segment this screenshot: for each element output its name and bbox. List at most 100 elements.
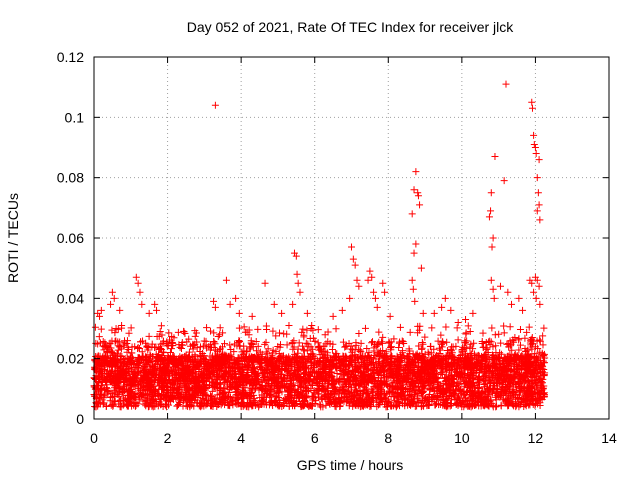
data-point bbox=[123, 348, 131, 356]
data-point bbox=[133, 371, 141, 379]
data-point bbox=[385, 338, 393, 346]
data-point bbox=[119, 388, 127, 396]
data-point bbox=[390, 335, 398, 343]
data-point bbox=[404, 365, 412, 373]
data-point bbox=[458, 403, 466, 411]
data-point bbox=[127, 324, 135, 332]
data-point bbox=[163, 368, 171, 376]
data-point bbox=[132, 389, 140, 397]
data-point bbox=[269, 374, 277, 382]
data-point bbox=[525, 401, 533, 409]
data-point bbox=[230, 348, 238, 356]
data-point bbox=[352, 339, 360, 347]
data-point bbox=[336, 402, 344, 410]
data-point bbox=[191, 340, 199, 348]
data-point bbox=[165, 329, 173, 337]
data-point bbox=[361, 324, 369, 332]
data-point bbox=[528, 380, 536, 388]
data-point bbox=[183, 338, 191, 346]
data-point bbox=[234, 364, 242, 372]
data-point bbox=[518, 362, 526, 370]
data-point bbox=[347, 357, 355, 365]
data-point bbox=[442, 323, 450, 331]
data-point bbox=[200, 337, 208, 345]
data-point bbox=[489, 343, 497, 351]
data-point bbox=[159, 339, 167, 347]
data-point bbox=[199, 396, 207, 404]
data-point bbox=[382, 368, 390, 376]
data-point bbox=[186, 374, 194, 382]
data-point bbox=[367, 372, 375, 380]
data-point bbox=[262, 348, 270, 356]
data-point bbox=[299, 325, 307, 333]
data-point bbox=[414, 389, 422, 397]
data-point bbox=[399, 378, 407, 386]
data-point bbox=[495, 330, 503, 338]
data-point bbox=[345, 402, 353, 410]
data-point bbox=[309, 334, 317, 342]
data-point bbox=[152, 360, 160, 368]
data-point bbox=[506, 342, 514, 350]
data-point bbox=[112, 337, 120, 345]
data-point bbox=[252, 347, 260, 355]
data-point bbox=[419, 340, 427, 348]
data-point bbox=[145, 373, 153, 381]
data-point bbox=[263, 326, 271, 334]
data-point bbox=[245, 362, 253, 370]
data-point bbox=[395, 344, 403, 352]
data-point bbox=[134, 344, 142, 352]
data-points bbox=[90, 80, 549, 411]
data-point bbox=[467, 340, 475, 348]
data-point bbox=[444, 394, 452, 402]
data-point bbox=[97, 325, 105, 333]
data-point bbox=[283, 378, 291, 386]
data-point bbox=[319, 365, 327, 373]
data-point bbox=[489, 403, 497, 411]
data-point bbox=[217, 366, 225, 374]
data-point bbox=[528, 345, 536, 353]
data-point bbox=[329, 391, 337, 399]
data-point bbox=[478, 338, 486, 346]
data-point bbox=[506, 323, 514, 331]
data-point bbox=[519, 394, 527, 402]
data-point bbox=[464, 322, 472, 330]
data-point bbox=[332, 325, 340, 333]
data-point bbox=[139, 337, 147, 345]
data-point bbox=[483, 370, 491, 378]
data-point bbox=[509, 389, 517, 397]
data-point bbox=[144, 346, 152, 354]
data-point bbox=[269, 327, 277, 335]
data-point bbox=[454, 385, 462, 393]
data-point bbox=[497, 402, 505, 410]
data-point bbox=[295, 339, 303, 347]
data-point bbox=[339, 338, 347, 346]
data-point bbox=[406, 328, 414, 336]
data-point bbox=[414, 398, 422, 406]
data-point bbox=[534, 344, 542, 352]
data-point bbox=[392, 403, 400, 411]
data-point bbox=[418, 339, 426, 347]
data-point bbox=[200, 388, 208, 396]
data-point bbox=[415, 326, 423, 334]
data-point bbox=[91, 323, 99, 331]
data-point bbox=[439, 339, 447, 347]
data-point bbox=[248, 389, 256, 397]
data-point bbox=[434, 337, 442, 345]
data-point bbox=[369, 389, 377, 397]
data-point bbox=[318, 396, 326, 404]
data-point bbox=[291, 350, 299, 358]
data-point bbox=[169, 364, 177, 372]
data-point bbox=[262, 355, 270, 363]
data-point bbox=[387, 343, 395, 351]
data-point bbox=[204, 400, 212, 408]
data-point bbox=[514, 379, 522, 387]
data-point bbox=[428, 324, 436, 332]
data-point bbox=[354, 392, 362, 400]
data-point bbox=[499, 359, 507, 367]
data-point bbox=[321, 331, 329, 339]
data-point bbox=[534, 355, 542, 363]
data-point bbox=[479, 343, 487, 351]
data-point bbox=[492, 361, 500, 369]
data-point bbox=[462, 390, 470, 398]
